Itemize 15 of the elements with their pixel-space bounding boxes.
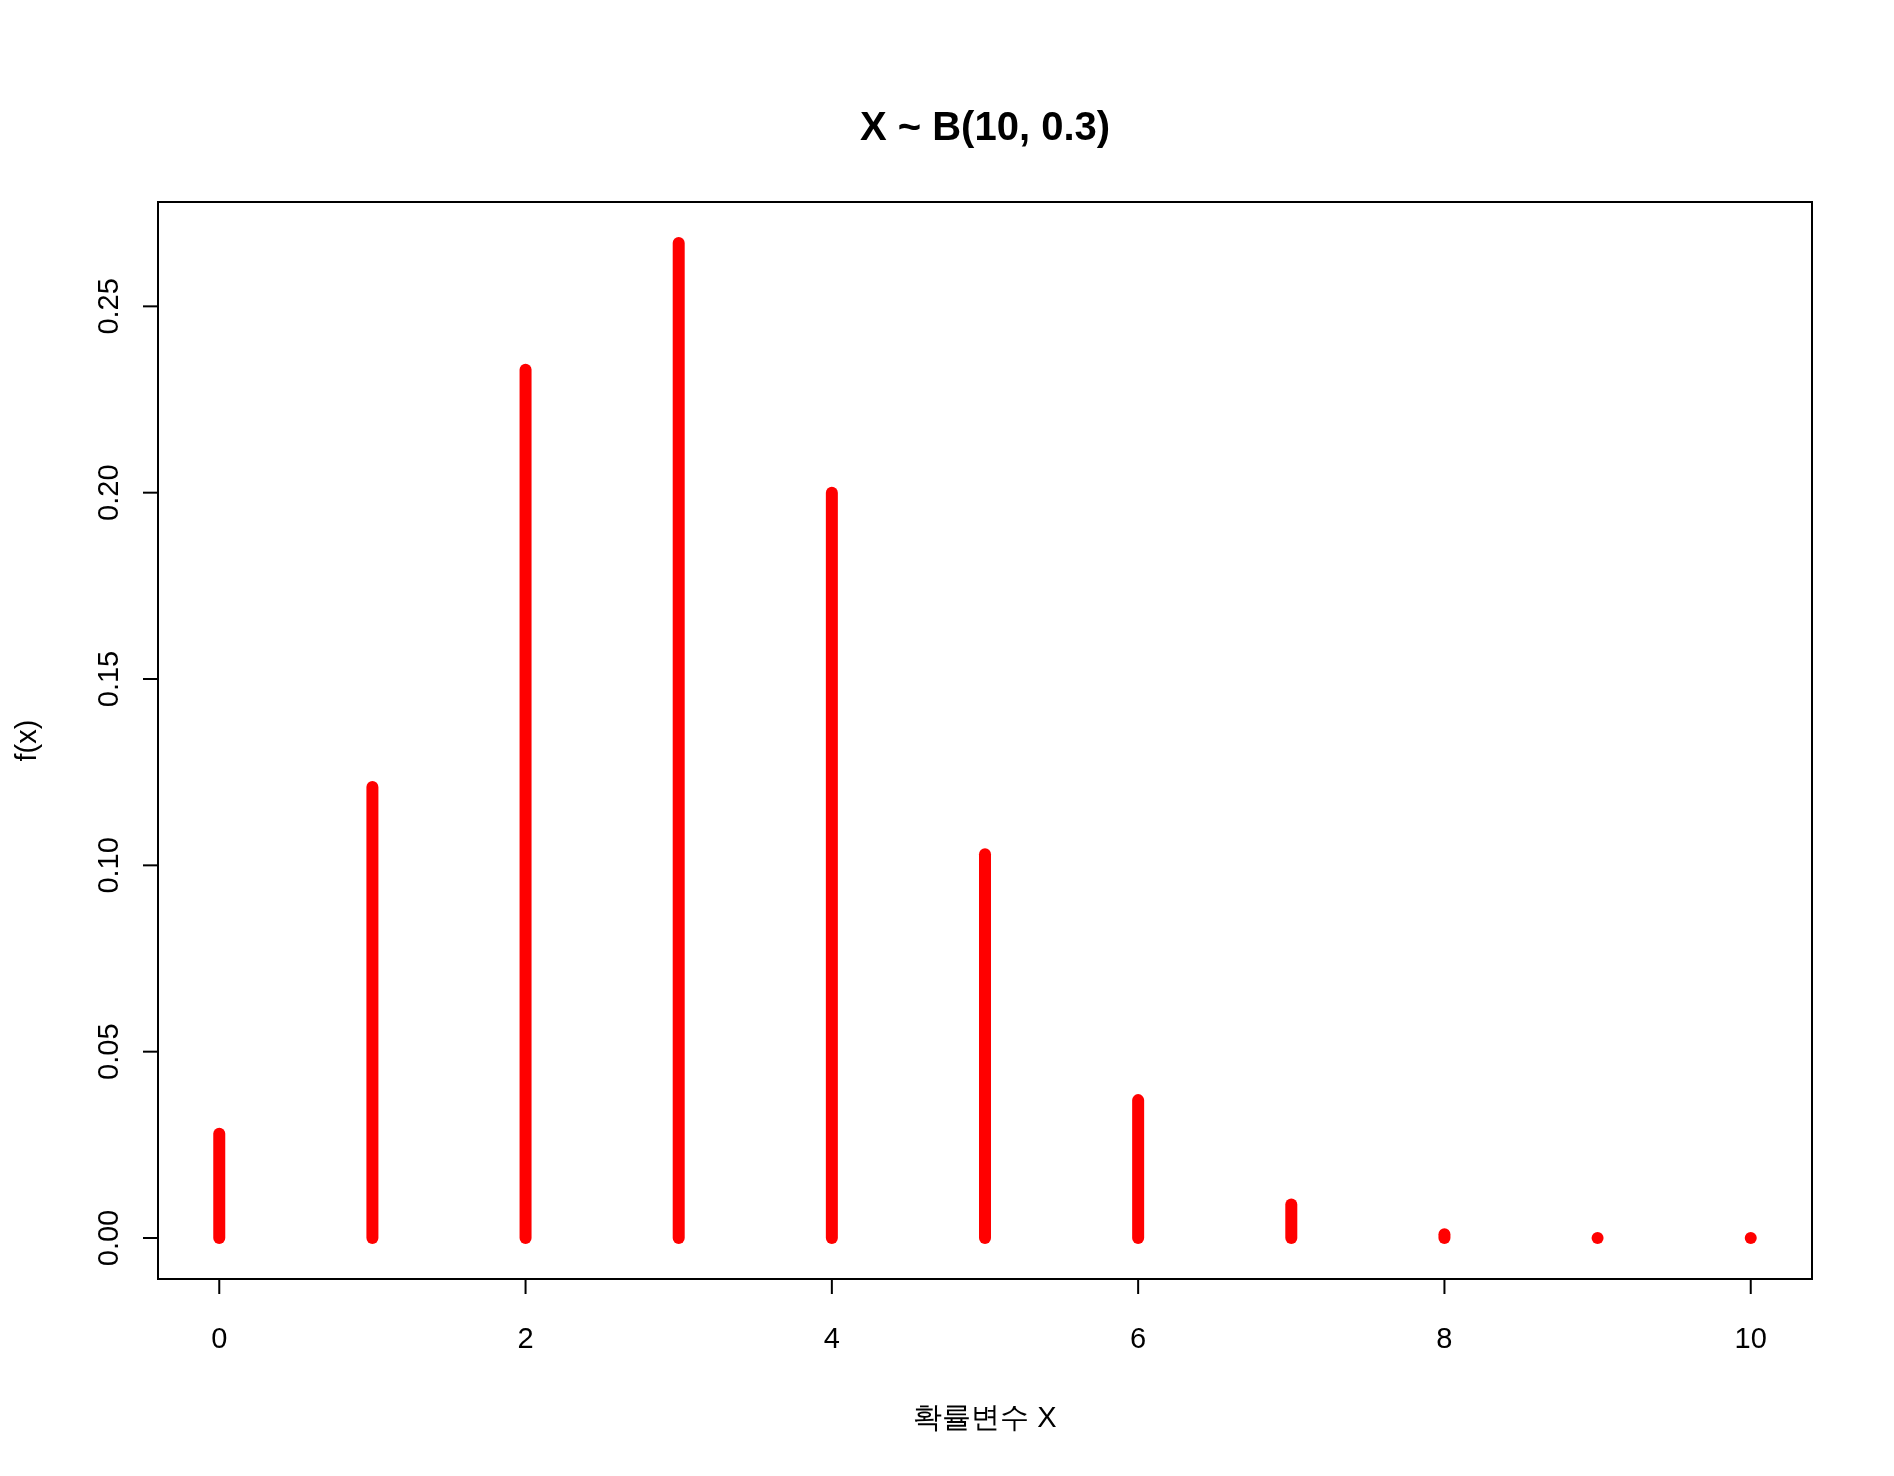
x-tick-label: 4 xyxy=(823,1322,840,1354)
x-tick-label: 2 xyxy=(517,1322,534,1354)
x-tick-label: 8 xyxy=(1436,1322,1453,1354)
y-axis-title: f(x) xyxy=(10,719,42,762)
y-tick-label: 0.25 xyxy=(92,278,124,335)
x-axis-title: 확률변수 X xyxy=(913,1401,1057,1433)
y-tick-label: 0.10 xyxy=(92,837,124,894)
y-tick-label: 0.15 xyxy=(92,650,124,708)
y-tick-label: 0.05 xyxy=(92,1023,124,1080)
x-tick-label: 0 xyxy=(211,1322,228,1354)
y-tick-label: 0.00 xyxy=(92,1209,124,1267)
y-tick-label: 0.20 xyxy=(92,464,124,521)
chart-title: X ~ B(10, 0.3) xyxy=(859,104,1111,148)
x-tick-label: 10 xyxy=(1734,1322,1767,1354)
x-tick-label: 6 xyxy=(1130,1322,1147,1354)
